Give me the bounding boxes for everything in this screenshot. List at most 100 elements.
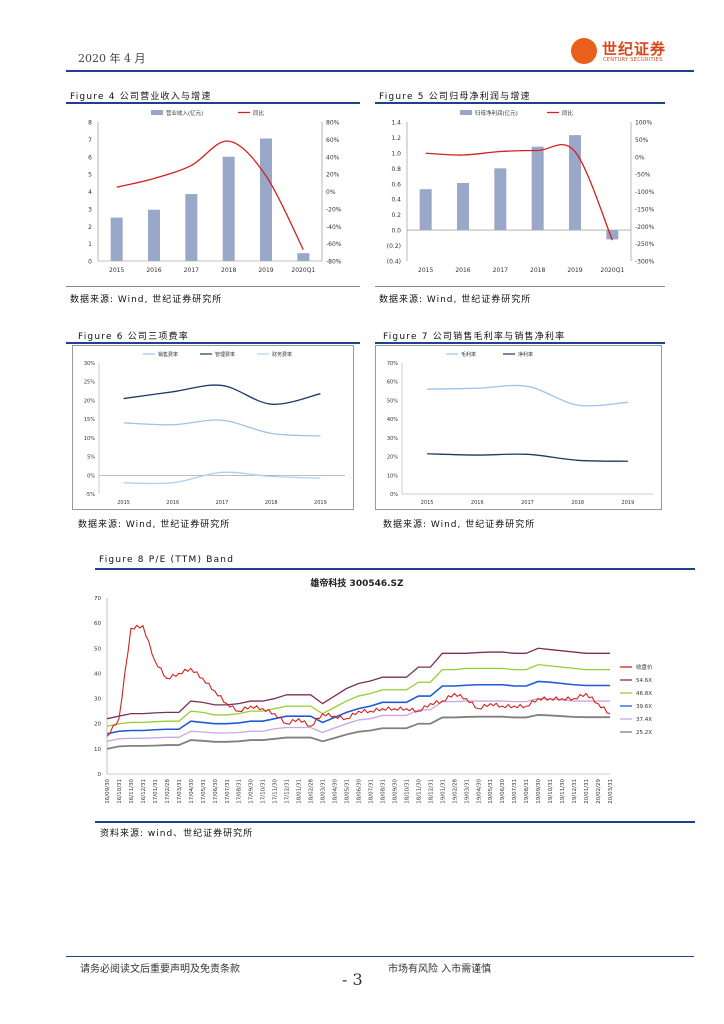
fig8-x-label: 19/08/31 xyxy=(524,779,530,804)
fig8-x-label: 18/02/28 xyxy=(309,779,315,804)
fig8-band-line xyxy=(106,714,610,750)
fig7-title: Figure 7 公司销售毛利率与销售净利率 xyxy=(383,332,566,342)
fig4-left-tick: 6 xyxy=(88,154,92,161)
fig4-growth-line xyxy=(116,140,304,250)
fig6-y-tick: 30% xyxy=(84,361,95,367)
fig8-x-label: 20/01/31 xyxy=(584,779,590,804)
fig8-y-tick: 20 xyxy=(94,722,101,728)
fig5-x-label: 2015 xyxy=(418,267,433,274)
fig7-y-tick: 60% xyxy=(387,380,398,386)
fig7-y-tick: 20% xyxy=(387,455,398,461)
fig8-x-label: 18/09/30 xyxy=(392,779,398,804)
fig7-y-tick: 10% xyxy=(387,473,398,479)
fig8-x-label: 19/03/31 xyxy=(464,779,470,804)
fig5-bar xyxy=(419,189,432,231)
fig7-x-label: 2018 xyxy=(571,500,584,506)
fig8-bottom-rule xyxy=(95,821,695,823)
fig7-chart: 0% 10% 20% 30% 40% 50% 60% 70% 2015 2016 2017 2018 2… xyxy=(375,345,662,510)
fig6-x-label: 2015 xyxy=(117,500,130,506)
fig8-x-label: 18/03/31 xyxy=(321,779,327,804)
fig4-x-label: 2019 xyxy=(258,267,273,274)
fig8-band-line xyxy=(106,663,610,727)
fig4-legend-bar-label: 营业收入(亿元) xyxy=(166,109,203,117)
fig7-y-tick: 30% xyxy=(387,436,398,442)
fig5-left-tick: 0.0 xyxy=(391,228,401,235)
fig5-right-tick: 50% xyxy=(635,137,649,144)
fig6-series-line xyxy=(123,384,321,405)
fig8-x-label: 17/08/31 xyxy=(237,779,243,804)
fig8-price-line xyxy=(106,624,611,737)
fig8-x-label: 20/02/29 xyxy=(596,779,602,804)
fig8-legend-label: 39.6X xyxy=(636,704,652,710)
fig5-bar xyxy=(494,168,507,231)
fig4-x-label: 2018 xyxy=(221,267,236,274)
fig8-x-label: 17/09/30 xyxy=(249,779,255,804)
fig4-left-tick: 3 xyxy=(88,206,92,213)
fig5-source: 数据来源: Wind, 世纪证券研究所 xyxy=(379,295,532,305)
fig4-title: Figure 4 公司营业收入与增速 xyxy=(70,92,212,102)
fig4-left-tick: 8 xyxy=(88,120,92,127)
fig8-x-label: 17/02/28 xyxy=(165,779,171,804)
fig8-x-label: 17/04/30 xyxy=(189,779,195,804)
fig5-right-tick: -250% xyxy=(635,241,655,248)
fig5-title: Figure 5 公司归母净利润与增速 xyxy=(379,92,531,102)
fig8-x-label: 17/07/31 xyxy=(225,779,231,804)
fig5-left-tick: 0.6 xyxy=(391,181,401,188)
fig6-y-tick: 0% xyxy=(87,473,95,479)
fig4-source: 数据来源: Wind, 世纪证券研究所 xyxy=(70,295,223,305)
fig8-y-tick: 40 xyxy=(94,671,101,677)
fig8-x-label: 18/07/31 xyxy=(368,779,374,804)
fig8-x-label: 19/10/31 xyxy=(548,779,554,804)
fig5-right-tick: -300% xyxy=(635,259,655,266)
fig8-x-label: 17/10/31 xyxy=(261,779,267,804)
header-rule xyxy=(66,70,694,72)
fig4-x-label: 2017 xyxy=(184,267,199,274)
fig5-top-rule xyxy=(375,102,665,104)
fig8-x-label: 18/05/31 xyxy=(345,779,351,804)
fig8-x-label: 17/03/31 xyxy=(177,779,183,804)
fig4-bar xyxy=(297,253,310,261)
fig6-y-tick: 5% xyxy=(87,455,95,461)
fig8-x-label: 18/08/31 xyxy=(380,779,386,804)
fig5-left-tick: 0.8 xyxy=(391,166,401,173)
fig8-x-label: 17/12/31 xyxy=(285,779,291,804)
fig5-left-tick: 1.4 xyxy=(391,120,401,127)
fig4-right-tick: 80% xyxy=(326,120,340,127)
fig4-right-tick: -20% xyxy=(326,206,342,213)
page-number: - 3 xyxy=(342,970,363,989)
fig8-x-label: 19/06/30 xyxy=(500,779,506,804)
fig4-legend-line-label: 同比 xyxy=(253,109,265,117)
fig7-source: 数据来源: Wind, 世纪证券研究所 xyxy=(383,520,536,530)
fig8-x-label: 17/11/30 xyxy=(273,779,279,804)
footer-rule xyxy=(66,956,694,957)
fig5-legend-line-label: 同比 xyxy=(562,109,574,117)
fig8-top-rule xyxy=(95,568,695,570)
fig5-legend-bar-swatch xyxy=(460,110,472,115)
fig7-top-rule xyxy=(375,342,665,344)
fig8-x-label: 16/12/31 xyxy=(141,779,147,804)
fig6-legend-label: 财务费率 xyxy=(272,351,292,358)
fig8-x-label: 16/10/31 xyxy=(117,779,123,804)
fig7-y-tick: 70% xyxy=(387,361,398,367)
footer-disclaimer: 请务必阅读文后重要声明及免责条款 xyxy=(80,964,240,975)
fig8-legend-label: 收盘价 xyxy=(636,663,653,671)
fig8-y-tick: 60 xyxy=(94,621,101,627)
fig5-left-tick: 0.2 xyxy=(391,212,401,219)
fig4-right-tick: 20% xyxy=(326,172,340,179)
fig4-left-tick: 2 xyxy=(88,224,92,231)
fig6-y-tick: 20% xyxy=(84,398,95,404)
fig7-y-tick: 0% xyxy=(390,492,398,498)
fig5-bar xyxy=(457,183,469,231)
report-date: 2020 年 4 月 xyxy=(78,52,146,65)
fig8-source: 资料来源: wind、世纪证券研究所 xyxy=(100,829,254,839)
fig7-y-tick: 50% xyxy=(387,398,398,404)
fig7-legend-label: 净利率 xyxy=(518,351,533,358)
fig6-x-label: 2019 xyxy=(314,500,327,506)
fig4-bottom-rule xyxy=(66,286,360,287)
fig8-x-label: 19/11/30 xyxy=(560,779,566,804)
fig5-right-tick: -200% xyxy=(635,224,655,231)
fig5-bottom-rule xyxy=(375,286,665,287)
fig6-y-tick: 10% xyxy=(84,436,95,442)
fig8-y-tick: 10 xyxy=(94,747,101,753)
fig8-x-label: 17/05/31 xyxy=(201,779,207,804)
